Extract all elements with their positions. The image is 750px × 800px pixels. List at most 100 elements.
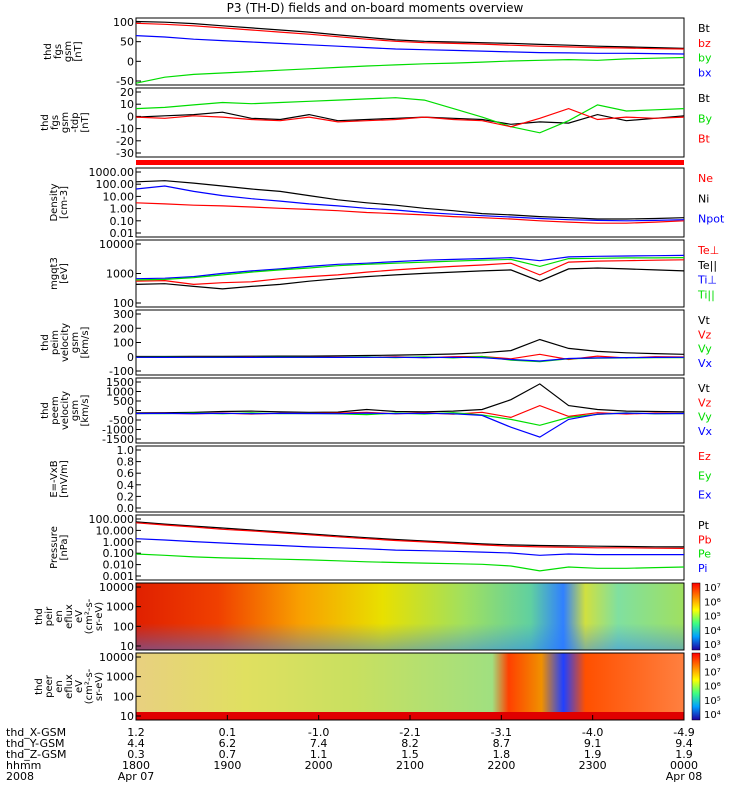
- y-axis-label: [mV/m]: [59, 460, 70, 498]
- legend-green: Vy: [698, 343, 712, 356]
- legend-black: Pt: [698, 519, 710, 532]
- legend-black: Bt: [698, 22, 711, 35]
- y-tick-label: -1000: [102, 424, 134, 437]
- colorbar-label: 10⁴: [704, 710, 721, 721]
- panel-9: [135, 582, 701, 651]
- y-axis-label: peer: [44, 674, 55, 698]
- x-tick-label: 1800: [122, 759, 150, 772]
- series-line: [135, 356, 685, 362]
- series-line: [135, 267, 685, 290]
- x-tick-label: 0000: [670, 759, 698, 772]
- panel-4: [135, 239, 685, 308]
- y-tick-label: 100: [113, 690, 134, 703]
- y-tick-label: 0.010: [103, 559, 135, 572]
- colorbar-label: 10⁶: [704, 682, 721, 693]
- x-tick-label: 8.7: [493, 737, 511, 750]
- y-tick-label: 0: [127, 55, 134, 68]
- x-tick-label: 2100: [396, 759, 424, 772]
- y-tick-label: -1500: [102, 433, 134, 446]
- x-tick-label: 1.8: [493, 748, 511, 761]
- panel-frame: [135, 17, 685, 86]
- y-tick-label: 100.00: [96, 178, 135, 191]
- panel-frame: [135, 309, 685, 376]
- panel-2: [135, 87, 685, 158]
- legend-blue: bx: [698, 66, 712, 79]
- y-axis-label: [eV]: [59, 263, 70, 284]
- series-line: [135, 202, 685, 224]
- y-axis-label: sr-eV): [94, 672, 105, 701]
- legend-red: Vz: [698, 328, 712, 341]
- y-tick-label: 1.0: [117, 444, 135, 457]
- series-line: [135, 383, 685, 414]
- y-axis-label: thd: [40, 114, 51, 131]
- y-axis-label: [cm-3]: [59, 186, 70, 219]
- y-tick-label: 500: [113, 395, 134, 408]
- y-tick-label: 0.0: [117, 502, 135, 515]
- colorbar-label: 10⁷: [704, 583, 721, 594]
- y-tick-label: 0: [127, 351, 134, 364]
- series-line: [136, 338, 685, 358]
- y-tick-label: 1.000: [103, 536, 135, 549]
- legend-red: bz: [698, 37, 711, 50]
- legend-green: By: [698, 112, 713, 125]
- x-tick-label: 6.2: [219, 737, 237, 750]
- status-strip: [136, 160, 684, 165]
- colorbar-label: 10⁸: [704, 653, 721, 664]
- x-tick-label: 9.4: [675, 737, 693, 750]
- y-axis-label: E=-VxB: [49, 460, 60, 497]
- legend-black: Bt: [698, 92, 711, 105]
- legend-green: Vy: [698, 411, 712, 424]
- series-line: [135, 35, 685, 55]
- panel-1: [135, 17, 685, 86]
- y-axis-label: peem: [50, 396, 61, 424]
- y-axis-label: eV: [74, 680, 85, 693]
- y-axis-label: gsm: [60, 112, 71, 133]
- figure-title: P3 (TH-D) fields and on-board moments ov…: [226, 1, 524, 15]
- colorbar-label: 10⁴: [704, 626, 721, 637]
- panel-frame: [135, 445, 685, 513]
- y-tick-label: 100.000: [89, 513, 135, 526]
- legend-red: Vz: [698, 396, 712, 409]
- panel-10: [135, 652, 701, 721]
- x-tick-label: 1.1: [310, 748, 328, 761]
- y-axis-label: [nT]: [73, 41, 84, 61]
- y-axis-label: -tdp: [70, 112, 81, 132]
- y-axis-label: velocity: [60, 391, 71, 430]
- y-tick-label: 100: [113, 297, 134, 310]
- y-tick-label: 10000: [99, 581, 134, 594]
- legend-red: Te⊥: [697, 244, 719, 257]
- legend-blue: Pi: [698, 562, 707, 575]
- y-axis-label: sr-eV): [94, 602, 105, 631]
- y-tick-label: 10000: [99, 651, 134, 664]
- x-tick-label: 7.4: [310, 737, 328, 750]
- y-tick-label: 1000: [106, 671, 134, 684]
- series-line: [135, 97, 685, 134]
- y-axis-label: peim: [50, 330, 61, 355]
- legend-red: Ne: [698, 172, 713, 185]
- y-tick-label: 20: [120, 86, 134, 99]
- y-tick-label: 0.2: [117, 490, 135, 503]
- x-tick-label: 1.9: [584, 748, 602, 761]
- y-axis-label: eV: [74, 610, 85, 623]
- y-tick-label: -10: [116, 123, 134, 136]
- y-axis-label: (cm²-s-: [84, 598, 95, 634]
- spectrogram-shade: [136, 583, 684, 650]
- x-tick-label: 9.1: [584, 737, 602, 750]
- y-tick-label: 200: [113, 322, 134, 335]
- x-tick-label: 1900: [213, 759, 241, 772]
- legend-black: Te||: [697, 259, 717, 272]
- y-tick-label: -30: [116, 147, 134, 160]
- series-line: [135, 180, 685, 220]
- y-axis-label: thd: [40, 334, 51, 351]
- y-axis-label: thd: [34, 608, 45, 625]
- panel-frame: [135, 87, 685, 158]
- y-tick-label: 0.10: [110, 215, 135, 228]
- colorbar: [691, 652, 701, 721]
- y-axis-label: Density: [49, 183, 60, 221]
- x-tick-label: 4.4: [127, 737, 145, 750]
- legend-green: Ti||: [697, 288, 715, 301]
- y-axis-label: [nPa]: [59, 534, 70, 560]
- panel-6: [135, 377, 685, 444]
- colorbar-label: 10⁷: [704, 667, 721, 678]
